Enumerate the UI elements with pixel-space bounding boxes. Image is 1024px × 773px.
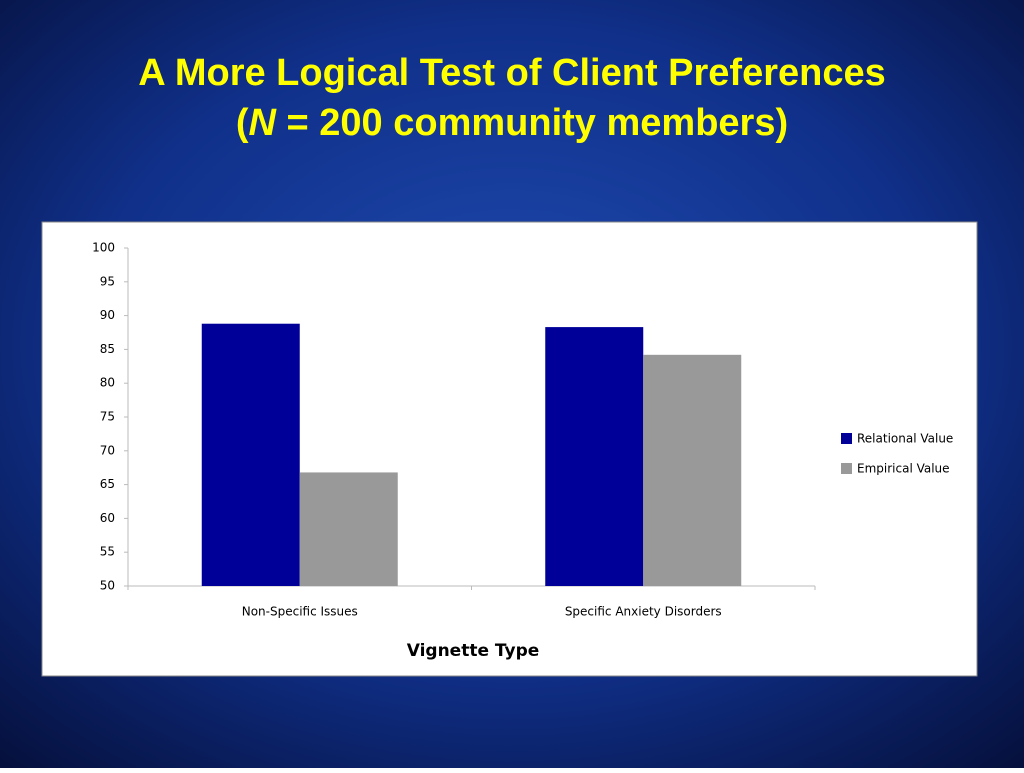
- chart-title: A More Logical Test of Client Preference…: [138, 52, 886, 94]
- y-tick-label: 60: [100, 511, 115, 525]
- subtitle-part: (: [236, 102, 249, 144]
- subtitle-part: = 200 community members): [276, 102, 788, 144]
- y-tick-label: 70: [100, 443, 115, 457]
- x-axis-title: Vignette Type: [407, 641, 540, 661]
- subtitle-part: N: [249, 102, 278, 144]
- chart-panel: [41, 221, 978, 677]
- y-tick-label: 55: [100, 545, 115, 559]
- y-tick-label: 75: [100, 410, 115, 424]
- y-tick-label: 50: [100, 579, 115, 593]
- y-tick-label: 100: [92, 241, 115, 255]
- legend-label: Empirical Value: [857, 462, 950, 476]
- y-tick-label: 90: [100, 308, 115, 322]
- legend-swatch: [841, 463, 852, 474]
- bar: [201, 323, 300, 586]
- y-tick-label: 65: [100, 477, 115, 491]
- bar: [545, 327, 644, 586]
- chart-subtitle: (N = 200 community members): [236, 102, 788, 144]
- x-tick-label: Non-Specific Issues: [242, 605, 358, 619]
- y-tick-label: 85: [100, 342, 115, 356]
- bar: [643, 354, 742, 586]
- x-tick-label: Specific Anxiety Disorders: [565, 605, 722, 619]
- y-tick-label: 95: [100, 274, 115, 288]
- legend-swatch: [841, 433, 852, 444]
- y-tick-label: 80: [100, 376, 115, 390]
- bar: [299, 472, 398, 586]
- legend-label: Relational Value: [857, 432, 953, 446]
